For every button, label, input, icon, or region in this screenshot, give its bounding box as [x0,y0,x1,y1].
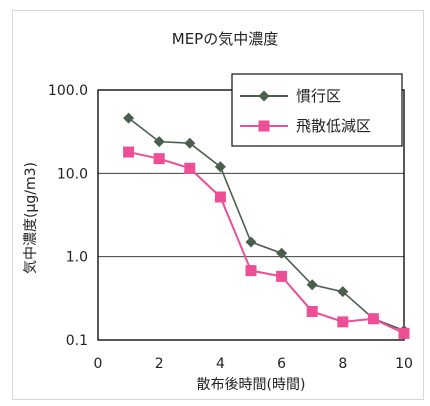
legend-marker-2 [258,120,270,132]
x-tick-label: 6 [277,356,286,372]
y-tick-label: 1.0 [66,250,88,266]
data-point-series-2 [153,153,165,165]
x-axis-label: 散布後時間(時間) [197,377,306,393]
data-point-series-2 [184,162,196,174]
data-point-series-2 [367,313,379,325]
y-tick-label: 10.0 [57,166,88,182]
legend-marker-1 [258,90,270,102]
data-point-series-1 [153,136,165,148]
data-point-series-1 [276,247,288,259]
series-line-1 [128,117,405,332]
legend-label-2: 飛散低減区 [296,117,371,135]
data-point-series-2 [337,316,349,328]
y-axis-label: 気中濃度(μg/m3) [23,162,39,274]
grid-lines [98,172,404,258]
y-tick-label: 0.1 [66,333,88,349]
legend-box [231,73,403,147]
data-point-series-2 [123,146,135,158]
x-tick-labels: 0 2 4 6 8 10 [94,356,413,372]
data-point-series-2 [276,270,288,282]
data-point-series-2 [245,265,257,277]
x-tick-label: 0 [94,356,103,372]
data-point-series-1 [337,286,349,298]
x-tick-label: 10 [395,356,413,372]
data-series [123,112,410,339]
series-line-2 [128,151,405,335]
data-point-series-2 [398,327,410,339]
data-point-series-1 [184,137,196,149]
data-point-series-2 [306,305,318,317]
data-point-series-1 [306,279,318,291]
data-point-series-1 [123,112,135,124]
data-point-series-1 [214,161,226,173]
x-tick-label: 8 [338,356,347,372]
data-point-series-1 [245,236,257,248]
data-point-series-2 [214,191,226,203]
legend-label-1: 慣行区 [296,87,341,105]
y-tick-labels: 0.1 1.0 10.0 100.0 [48,83,88,349]
y-tick-label: 100.0 [48,83,88,99]
x-tick-label: 2 [155,356,164,372]
x-tick-label: 4 [216,356,225,372]
chart-title: MEPの気中濃度 [172,30,278,48]
